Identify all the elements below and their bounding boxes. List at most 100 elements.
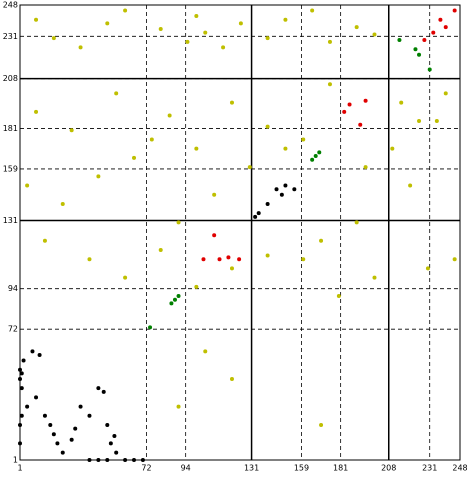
point (176, 404, 181, 409)
point (105, 423, 110, 427)
point (301, 257, 306, 262)
point (319, 238, 324, 243)
point (427, 67, 432, 72)
point (69, 437, 74, 442)
point (363, 165, 368, 170)
point (443, 25, 448, 30)
point (212, 192, 217, 197)
point (87, 413, 92, 418)
point (292, 187, 297, 192)
point (78, 404, 83, 409)
point (354, 220, 359, 225)
point (25, 404, 30, 409)
point (347, 102, 352, 107)
point (30, 349, 35, 354)
point (96, 386, 101, 391)
point (226, 255, 231, 260)
point (112, 434, 117, 439)
point (19, 413, 24, 418)
point (265, 253, 270, 258)
point (310, 157, 315, 162)
point (238, 21, 243, 26)
point (87, 458, 92, 462)
point (256, 211, 261, 216)
point (417, 52, 422, 57)
point (422, 38, 427, 42)
point (18, 367, 22, 372)
point (327, 39, 332, 44)
x-tick-label: 72 (141, 464, 151, 473)
point (148, 325, 153, 330)
point (431, 30, 436, 35)
point (78, 45, 83, 50)
point (203, 30, 208, 35)
point (279, 192, 284, 197)
point (34, 395, 39, 400)
point (265, 124, 270, 129)
point (55, 441, 60, 446)
point (185, 39, 190, 44)
point (48, 423, 53, 427)
y-tick-label: 181 (3, 124, 18, 133)
point (229, 376, 234, 381)
point (87, 257, 92, 262)
point (96, 458, 101, 462)
point (18, 423, 22, 427)
point (149, 137, 154, 142)
point (19, 386, 24, 391)
point (114, 450, 119, 455)
point (194, 284, 199, 289)
point (123, 458, 128, 462)
point (319, 423, 324, 427)
y-tick-label: 94 (8, 284, 18, 293)
x-tick-label: 231 (422, 464, 437, 473)
point (313, 154, 318, 159)
point (354, 25, 359, 30)
point (372, 275, 377, 280)
y-tick-label: 231 (3, 32, 18, 41)
point (229, 100, 234, 105)
point (363, 98, 368, 103)
point (158, 26, 163, 31)
point (203, 349, 208, 354)
point (425, 266, 430, 271)
point (390, 146, 395, 151)
point (158, 248, 163, 252)
point (265, 36, 270, 41)
point (408, 183, 413, 188)
point (283, 183, 288, 188)
point (140, 458, 145, 462)
point (42, 238, 47, 243)
point (358, 122, 363, 127)
point (169, 301, 174, 306)
point (212, 233, 217, 238)
point (397, 38, 402, 42)
y-tick-label: 159 (3, 164, 18, 173)
point (317, 150, 322, 155)
point (51, 432, 56, 437)
point (237, 257, 242, 262)
point (342, 109, 347, 114)
point (114, 91, 119, 96)
point (105, 458, 110, 462)
y-tick-label: 208 (3, 74, 18, 83)
point (18, 441, 22, 446)
point (399, 100, 404, 105)
point (69, 128, 74, 133)
point (194, 146, 199, 151)
point (372, 32, 377, 37)
point (42, 413, 47, 418)
point (253, 214, 258, 219)
x-tick-label: 94 (181, 464, 191, 473)
point (274, 187, 279, 192)
x-tick-label: 248 (452, 464, 467, 473)
y-tick-label: 248 (3, 1, 18, 10)
point (96, 174, 101, 179)
point (452, 257, 457, 262)
point (60, 201, 65, 206)
point (73, 426, 78, 431)
point (221, 45, 226, 50)
point (201, 257, 206, 262)
point (217, 257, 222, 262)
point (21, 358, 26, 363)
